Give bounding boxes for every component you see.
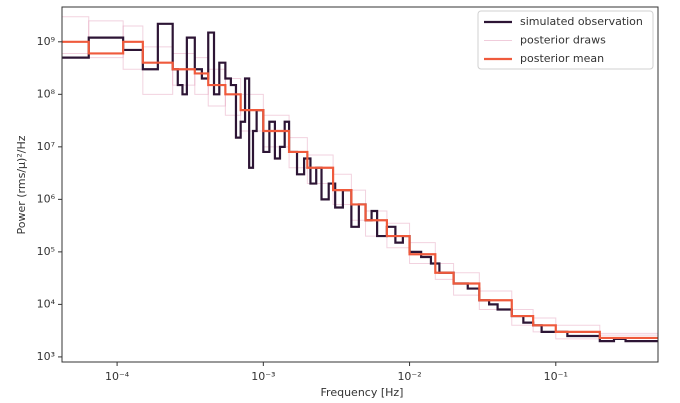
y-tick-label: 10⁴	[37, 297, 56, 310]
legend-label: posterior draws	[520, 34, 606, 47]
x-axis-label: Frequency [Hz]	[321, 386, 404, 399]
legend-label: posterior mean	[520, 52, 604, 65]
x-tick-label: 10⁻²	[397, 370, 421, 383]
y-tick-label: 10⁹	[37, 35, 55, 48]
x-tick-label: 10⁻¹	[544, 370, 568, 383]
x-tick-label: 10⁻⁴	[105, 370, 130, 383]
legend-box	[477, 10, 654, 70]
y-tick-label: 10⁸	[37, 87, 56, 100]
series-line	[62, 40, 658, 340]
y-tick-label: 10⁷	[37, 140, 55, 153]
x-tick-label: 10⁻³	[251, 370, 275, 383]
plot-frame	[61, 6, 659, 363]
y-axis-label: Power (rms/μ)²/Hz	[15, 135, 28, 234]
y-tick-label: 10³	[37, 350, 55, 363]
legend-label: simulated observation	[520, 15, 643, 28]
y-tick-label: 10⁵	[37, 245, 55, 258]
y-tick-label: 10⁶	[37, 192, 56, 205]
